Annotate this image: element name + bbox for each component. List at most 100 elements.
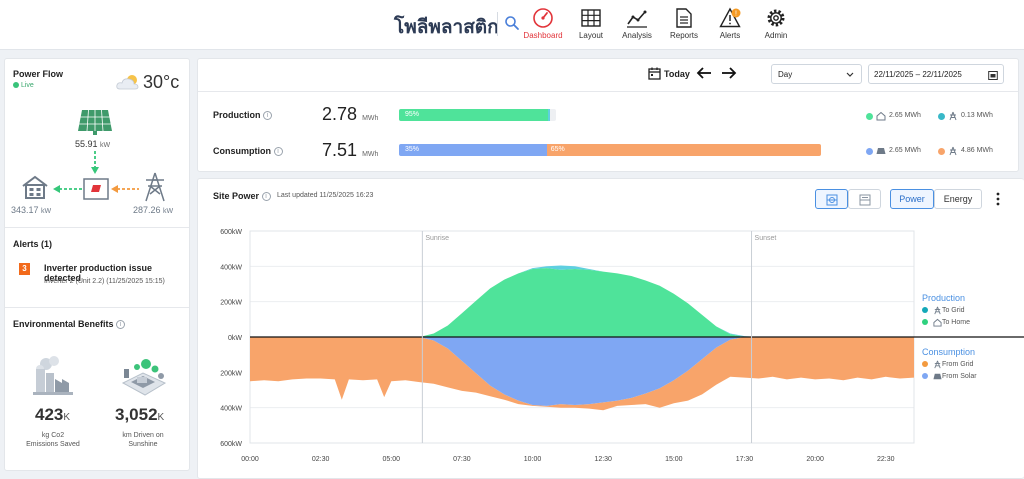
series-from-solar [250,337,914,406]
production-value: 2.78 [322,104,358,124]
legend-to-home: To Home [922,319,970,326]
consumption-solar-label: 35% [405,146,420,153]
environment-title: Environmental Benefits [13,319,114,329]
y-tick-label: 200kW [220,370,242,377]
split-chart-icon [859,194,871,206]
nav-analysis[interactable]: Analysis [613,7,661,40]
nav-label: Reports [669,31,698,40]
nav-label: Alerts [719,31,741,40]
co2-value: 423 [35,405,64,424]
nav-admin[interactable]: Admin [752,7,800,40]
period-select[interactable]: Day [771,64,862,84]
x-tick-label: 12:30 [594,456,612,463]
power-flow-title: Power Flow [13,69,64,79]
legend-consumption-title: Consumption [922,347,976,357]
solar-car-icon [121,359,167,396]
consumption-value: 7.51 [322,140,358,160]
info-icon[interactable]: i [261,192,271,202]
x-tick-label: 05:00 [383,456,401,463]
grid-icon [581,9,601,27]
arrow-right-icon[interactable] [721,66,737,80]
x-tick-label: 02:30 [312,456,330,463]
legend-dot-icon [922,361,928,368]
alert-detail: Inverter 2 (Unit 2.2) (11/25/2025 15:15) [44,278,165,285]
legend-production-title: Production [922,293,966,303]
gear-icon [767,9,785,27]
nav-dashboard[interactable]: Dashboard [519,7,567,40]
site-power-chart[interactable]: 600kW 400kW 200kW 0kW 200kW 400kW 600kW 00:00 02… [198,219,1024,469]
annotation-label: Sunset [755,235,777,242]
calendar-icon[interactable] [648,67,661,80]
chart-view-toggle-1[interactable] [815,189,848,209]
warning-icon: ! [719,7,741,28]
x-tick-label: 15:00 [665,456,683,463]
live-label: Live [20,82,34,89]
today-button[interactable]: Today [664,69,690,79]
date-range-picker[interactable]: 22/11/2025 – 22/11/2025 [868,64,1004,84]
calendar-icon [988,71,998,80]
divider [5,307,189,308]
chevron-down-icon [846,72,854,77]
svg-text:!: ! [735,11,737,18]
co2-reading: 423K [35,405,70,425]
legend-from-grid: From Grid [922,361,973,368]
legend-dot-icon [866,113,873,120]
more-menu-icon[interactable] [995,192,1001,206]
tab-power[interactable]: Power [890,189,934,209]
site-power-panel: Site Power i Last updated 11/25/2025 16:… [197,178,1024,479]
left-panel: Power Flow Live 30°c 55.91 kW [4,58,190,471]
house-icon [22,175,48,199]
nav-label: Dashboard [523,31,563,40]
nav-label: Analysis [622,31,652,40]
legend-to-home-label: To Home [941,319,970,326]
site-power-title-row: Site Power i [213,191,271,202]
summary-panel: Today Day 22/11/2025 – 22/11/2025 Produc… [197,58,1019,172]
tab-energy[interactable]: Energy [934,189,982,209]
search-icon[interactable] [503,14,521,32]
power-tower-icon [934,360,941,369]
x-tick-label: 10:00 [524,456,542,463]
consumption-from-solar-segment [399,144,547,156]
nav-reports[interactable]: Reports [660,7,708,40]
line-chart-icon [627,10,647,28]
home-unit: kW [41,208,52,215]
legend-to-grid: To Grid [922,307,965,314]
site-title: โพลีพลาสติก [394,16,499,38]
consumption-label: Consumption [213,146,271,156]
centered-chart-icon [826,194,838,206]
temperature: 30°c [143,72,180,92]
divider [198,91,1018,92]
consumption-from-grid: 4.86 MWh [961,147,993,154]
power-tower-icon [949,111,957,121]
production-to-home: 2.65 MWh [889,112,921,119]
live-dot-icon [13,82,19,89]
alert-message[interactable]: Inverter production issue detected [44,263,153,283]
consumption-grid-label: 65% [550,146,565,153]
info-icon[interactable]: i [116,320,126,330]
km-label: km Driven on Sunshine [122,432,164,448]
home-power-reading: 343.17 kW [11,205,51,215]
home-value: 343.17 [11,205,39,215]
legend-from-solar: From Solar [922,373,977,380]
series-to-home [250,268,914,337]
nav-label: Admin [764,31,788,40]
chart-view-toggle-2[interactable] [848,189,881,209]
info-icon[interactable]: i [273,147,283,157]
nav-alerts[interactable]: ! Alerts [706,7,754,40]
annotation-label: Sunrise [425,235,449,242]
legend-dot-icon [922,373,928,380]
solar-panel-icon [78,109,112,135]
alerts-title: Alerts (1) [13,239,53,249]
legend-dot-icon [922,307,928,314]
x-tick-label: 20:00 [806,456,824,463]
consumption-bar: 65% 35% [399,144,821,156]
info-icon[interactable]: i [263,111,273,121]
solar-panel-icon [933,373,942,380]
grid-value: 287.26 [133,205,161,215]
arrow-left-icon[interactable] [696,66,712,80]
consumption-from-solar: 2.65 MWh [889,147,921,154]
legend-to-grid-label: To Grid [941,307,965,314]
nav-layout[interactable]: Layout [567,7,615,40]
co2-unit: K [63,412,71,423]
legend-dot-icon [922,319,928,326]
